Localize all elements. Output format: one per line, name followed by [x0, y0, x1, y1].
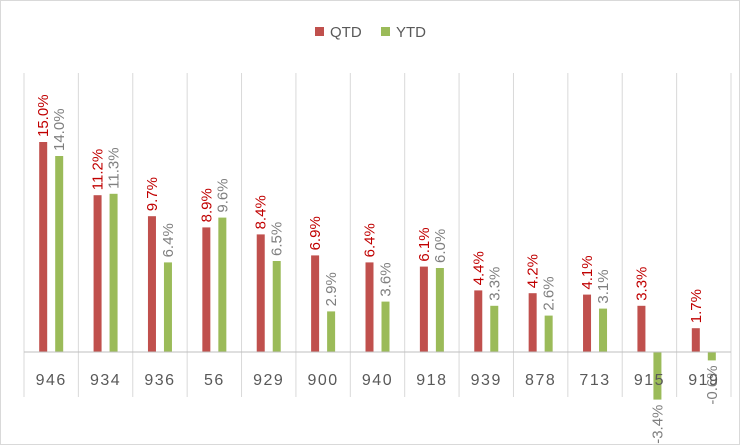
data-label-qtd-946: 15.0%	[35, 94, 52, 137]
bar-ytd-915	[653, 352, 662, 400]
bar-qtd-936	[147, 216, 156, 352]
bar-qtd-929	[256, 234, 265, 352]
bar-ytd-929	[272, 261, 281, 352]
data-label-ytd-915: -3.4%	[649, 405, 666, 444]
category-label-929: 929	[253, 372, 284, 389]
data-label-qtd-936: 9.7%	[144, 177, 161, 211]
legend-swatch-qtd	[315, 27, 324, 36]
bar-ytd-713	[599, 308, 608, 352]
category-label-919: 919	[688, 372, 719, 389]
bar-ytd-900	[327, 311, 336, 352]
bar-qtd-939	[474, 290, 483, 352]
bar-ytd-939	[490, 305, 499, 352]
data-label-qtd-56: 8.9%	[198, 188, 215, 222]
data-label-qtd-918: 6.1%	[416, 227, 433, 261]
category-label-713: 713	[579, 372, 610, 389]
bar-qtd-940	[365, 262, 374, 352]
legend-swatch-ytd	[381, 27, 390, 36]
category-label-878: 878	[525, 372, 556, 389]
data-label-ytd-900: 2.9%	[323, 272, 340, 306]
data-label-ytd-56: 9.6%	[214, 178, 231, 212]
bar-ytd-946	[55, 156, 64, 352]
category-label-936: 936	[144, 372, 175, 389]
category-label-934: 934	[90, 372, 121, 389]
data-label-ytd-713: 3.1%	[595, 269, 612, 303]
bar-qtd-915	[637, 305, 646, 352]
data-label-qtd-919: 1.7%	[688, 289, 705, 323]
data-label-qtd-940: 6.4%	[362, 223, 379, 257]
bar-qtd-919	[691, 328, 700, 352]
bar-ytd-919	[707, 352, 716, 361]
bar-ytd-940	[381, 301, 390, 352]
data-label-qtd-934: 11.2%	[90, 149, 107, 190]
category-label-918: 918	[416, 372, 447, 389]
data-label-qtd-929: 8.4%	[253, 195, 270, 229]
bar-qtd-918	[419, 266, 428, 352]
bar-ytd-878	[544, 315, 553, 352]
bar-qtd-878	[528, 293, 537, 352]
legend-label-qtd: QTD	[330, 24, 362, 41]
category-label-940: 940	[362, 372, 393, 389]
data-label-ytd-939: 3.3%	[486, 267, 503, 301]
data-label-ytd-934: 11.3%	[106, 147, 123, 188]
data-label-ytd-940: 3.6%	[378, 262, 395, 296]
bar-ytd-936	[163, 262, 172, 352]
category-label-915: 915	[634, 372, 665, 389]
data-label-qtd-939: 4.4%	[470, 251, 487, 285]
data-label-ytd-929: 6.5%	[269, 222, 286, 256]
data-label-qtd-915: 3.3%	[633, 267, 650, 301]
data-label-ytd-936: 6.4%	[160, 223, 177, 257]
bar-ytd-918	[435, 268, 444, 352]
bar-qtd-946	[39, 142, 48, 352]
bar-qtd-713	[583, 294, 592, 352]
category-label-56: 56	[204, 372, 225, 389]
bar-qtd-56	[202, 227, 211, 352]
bar-ytd-56	[218, 217, 227, 352]
bar-qtd-900	[311, 255, 320, 352]
data-label-qtd-713: 4.1%	[579, 255, 596, 289]
plot-area: 15.0% 14.0% 946 11.2% 11.3% 934 9.7% 6.4% 936 8.9…	[23, 73, 732, 444]
data-label-ytd-918: 6.0%	[432, 229, 449, 263]
legend: QTD YTD	[315, 24, 426, 41]
category-label-939: 939	[471, 372, 502, 389]
legend-label-ytd: YTD	[396, 24, 426, 41]
data-label-ytd-878: 2.6%	[541, 276, 558, 310]
bar-ytd-934	[109, 193, 118, 352]
data-label-ytd-946: 14.0%	[51, 108, 68, 151]
category-label-900: 900	[308, 372, 339, 389]
data-label-qtd-878: 4.2%	[525, 254, 542, 288]
bar-qtd-934	[93, 195, 102, 352]
data-label-qtd-900: 6.9%	[307, 216, 324, 250]
data-label-ytd-919: -0.6%	[704, 365, 721, 404]
category-label-946: 946	[36, 372, 67, 389]
